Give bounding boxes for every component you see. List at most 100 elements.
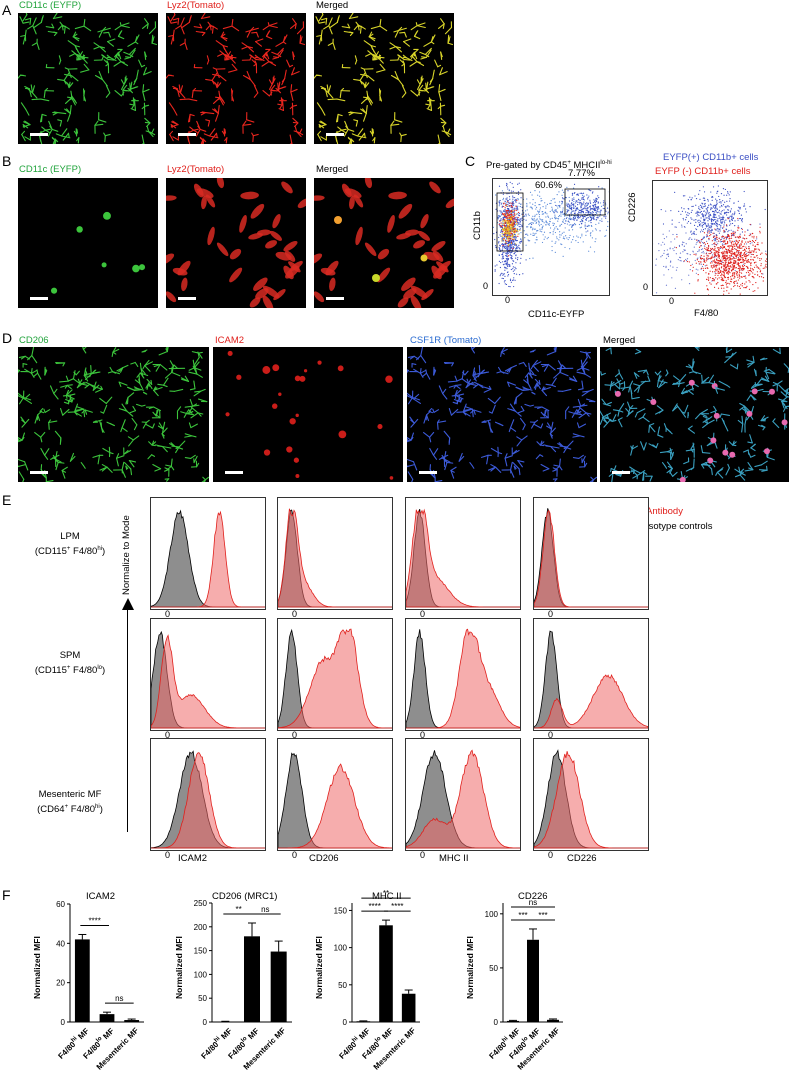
y-axis-arrow-line — [127, 600, 128, 832]
scale-bar — [30, 471, 48, 474]
panel-c-letter: C — [465, 153, 475, 169]
panel-d-title-merged: Merged — [603, 335, 635, 346]
significance-label: **** — [88, 916, 100, 925]
bar — [527, 940, 539, 1022]
histogram-r1-c2 — [277, 497, 393, 610]
bar-chart-2-title: CD206 (MRC1) — [212, 891, 277, 902]
panel-d-letter: D — [2, 330, 12, 346]
y-tick-label: 250 — [194, 899, 208, 908]
y-tick-label: 60 — [56, 900, 65, 909]
flow-right-ylabel: CD226 — [627, 192, 638, 222]
hist-zero-tick: 0 — [292, 850, 297, 860]
scale-bar — [178, 297, 196, 300]
histogram-r1-c4 — [533, 497, 649, 610]
scale-bar — [419, 471, 437, 474]
y-tick-label: 150 — [194, 947, 208, 956]
legend-eyfp-negative: EYFP (-) CD11b+ cells — [655, 166, 750, 177]
y-tick-label: 50 — [489, 964, 498, 973]
histogram-r2-c4 — [533, 618, 649, 731]
scale-bar — [30, 133, 48, 136]
y-tick-label: 100 — [485, 910, 499, 919]
y-tick-label: 0 — [203, 1018, 208, 1027]
y-tick-label: 0 — [343, 1018, 348, 1027]
scale-bar — [178, 133, 196, 136]
flow-left-xlabel: CD11c-EYFP — [528, 309, 584, 320]
panel-b-image-merged — [314, 178, 454, 308]
y-tick-label: 50 — [198, 994, 207, 1003]
y-tick-label: 150 — [334, 906, 348, 915]
bar-chart-1-ylabel: Normalized MFI — [32, 936, 42, 999]
col-label-cd226: CD226 — [567, 853, 597, 864]
panel-d-title-csf1r: CSF1R (Tomato) — [410, 335, 481, 346]
panel-b-title-merged: Merged — [316, 164, 348, 175]
col-label-mhcii: MHC II — [439, 853, 469, 864]
panel-a-title-tomato: Lyz2(Tomato) — [167, 0, 224, 11]
flow-left-tick-y0: 0 — [483, 281, 488, 291]
row-label-lpm: LPM (CD115+ F4/80hi) — [20, 530, 120, 558]
panel-d-image-csf1r — [407, 347, 597, 482]
scale-bar — [30, 297, 48, 300]
panel-d-image-icam2 — [213, 347, 403, 482]
significance-label: ns — [261, 905, 269, 914]
bar — [507, 1021, 519, 1022]
histogram-r2-c3 — [405, 618, 521, 731]
gate-1-percent: 60.6% — [535, 180, 562, 191]
significance-label: **** — [391, 902, 403, 911]
bar — [75, 939, 90, 1022]
y-tick-label: 50 — [338, 981, 347, 990]
hist-zero-tick: 0 — [165, 850, 170, 860]
significance-label: *** — [538, 911, 547, 920]
flow-right-xlabel: F4/80 — [694, 308, 718, 319]
panel-d-image-merged — [600, 347, 789, 482]
y-axis-normalize-to-mode: Normalize to Mode — [121, 515, 132, 595]
hist-zero-tick: 0 — [548, 850, 553, 860]
panel-b-image-eyfp — [18, 178, 158, 308]
bar-chart-2-ylabel: Normalized MFI — [174, 936, 184, 999]
y-tick-label: 40 — [56, 939, 65, 948]
y-tick-label: 200 — [194, 923, 208, 932]
y-tick-label: 100 — [334, 944, 348, 953]
row-label-spm: SPM (CD115+ F4/80lo) — [20, 649, 120, 677]
panel-a-title-merged: Merged — [316, 0, 348, 11]
bar — [244, 936, 260, 1022]
histogram-r2-c1 — [150, 618, 266, 731]
legend-antibody: Antibody — [646, 506, 683, 517]
significance-label: **** — [368, 902, 380, 911]
bar — [124, 1020, 139, 1022]
scale-bar — [326, 297, 344, 300]
row-label-mesenteric: Mesenteric MF (CD64+ F4/80hi) — [20, 788, 120, 816]
histogram-r3-c2 — [277, 738, 393, 851]
scale-bar — [612, 471, 630, 474]
flow-right-tick-x0: 0 — [669, 296, 674, 306]
legend-eyfp-positive: EYFP(+) CD11b+ cells — [663, 152, 758, 163]
panel-d-title-cd206: CD206 — [19, 335, 49, 346]
y-tick-label: 0 — [61, 1018, 66, 1027]
panel-b-letter: B — [2, 153, 11, 169]
histogram-r1-c3 — [405, 497, 521, 610]
panel-f-letter: F — [2, 887, 11, 903]
flow-left-ylabel: CD11b — [472, 211, 483, 240]
bar-chart-3-ylabel: Normalized MFI — [314, 936, 324, 999]
bar — [271, 952, 287, 1022]
bar — [547, 1020, 559, 1022]
panel-a-title-eyfp: CD11c (EYFP) — [19, 0, 81, 11]
y-tick-label: 100 — [194, 970, 208, 979]
y-tick-label: 0 — [494, 1018, 499, 1027]
panel-e-letter: E — [2, 492, 11, 508]
histogram-r3-c1 — [150, 738, 266, 851]
panel-b-title-eyfp: CD11c (EYFP) — [19, 164, 81, 175]
flow-plot-cd226-f480 — [652, 180, 768, 296]
bar — [402, 994, 416, 1022]
significance-label: *** — [518, 911, 527, 920]
panel-b-image-tomato — [166, 178, 306, 308]
legend-isotype: Isotype controls — [646, 521, 713, 532]
y-axis-arrow-head — [122, 598, 134, 610]
significance-label: ** — [236, 905, 242, 914]
bar — [379, 925, 393, 1022]
histogram-r1-c1 — [150, 497, 266, 610]
scale-bar — [225, 471, 243, 474]
flow-left-tick-x0: 0 — [505, 295, 510, 305]
